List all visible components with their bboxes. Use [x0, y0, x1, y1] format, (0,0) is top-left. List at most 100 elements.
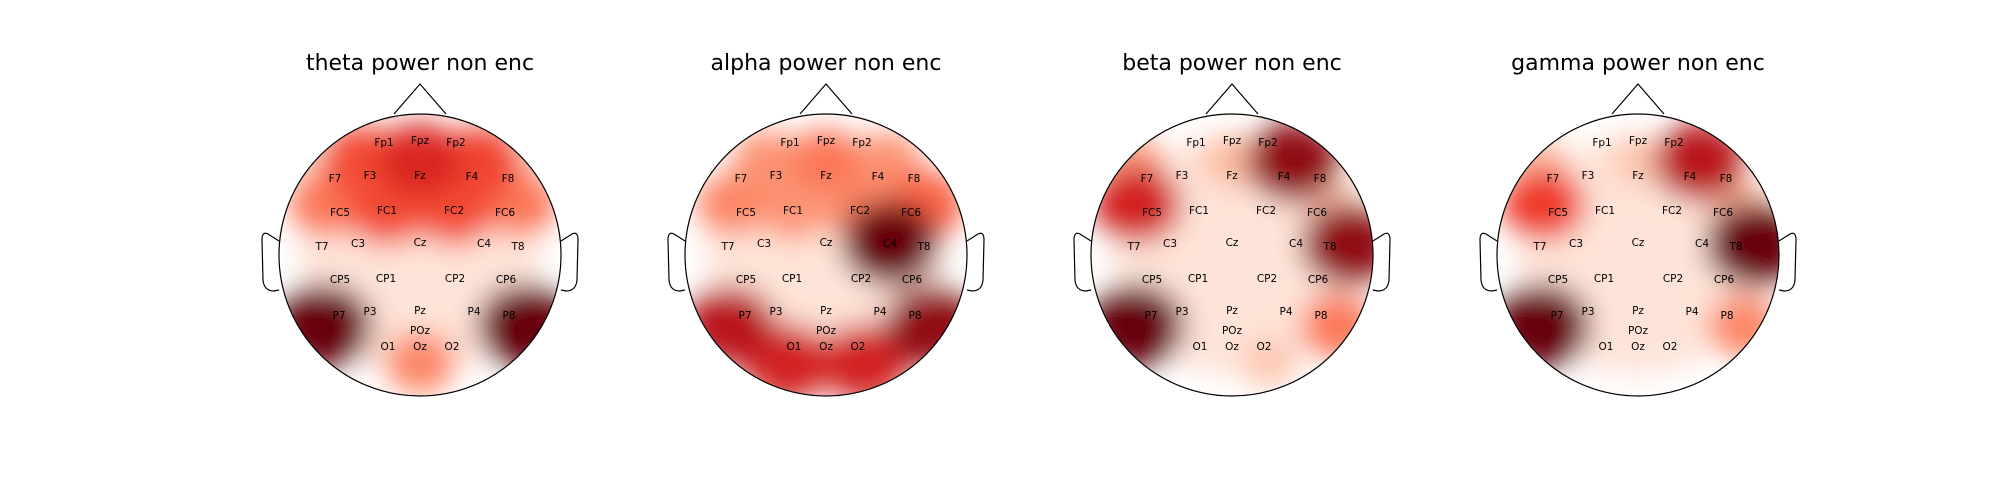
heatmap-field — [685, 114, 967, 396]
electrode-label-cp6: CP6 — [496, 274, 517, 286]
electrode-label-pz: Pz — [414, 305, 426, 317]
electrode-label-p4: P4 — [873, 306, 886, 318]
electrode-label-cp1: CP1 — [376, 273, 396, 285]
electrode-label-c3: C3 — [1569, 238, 1583, 250]
electrode-label-fc6: FC6 — [1307, 207, 1327, 219]
electrode-label-fpz: Fpz — [1629, 135, 1648, 147]
electrode-label-fp2: Fp2 — [446, 137, 465, 149]
electrode-label-t7: T7 — [1126, 241, 1140, 253]
electrode-label-f8: F8 — [908, 173, 921, 185]
electrode-label-fz: Fz — [414, 170, 426, 182]
electrode-label-o1: O1 — [381, 341, 396, 353]
electrode-label-cp2: CP2 — [1663, 273, 1683, 285]
electrode-label-cp5: CP5 — [736, 274, 756, 286]
electrode-label-cp2: CP2 — [1257, 273, 1277, 285]
electrode-label-o1: O1 — [1193, 341, 1208, 353]
electrode-label-fp1: Fp1 — [1592, 137, 1611, 149]
electrode-label-c4: C4 — [1289, 238, 1303, 250]
electrode-label-f3: F3 — [1176, 170, 1189, 182]
electrode-label-cp1: CP1 — [782, 273, 802, 285]
electrode-label-t8: T8 — [1728, 241, 1742, 253]
electrode-label-oz: Oz — [819, 341, 833, 353]
map-title: theta power non enc — [306, 51, 534, 76]
electrode-label-p8: P8 — [908, 310, 921, 322]
heat-blob-fz — [376, 122, 464, 199]
electrode-label-c3: C3 — [757, 238, 771, 250]
heat-blob-p8 — [477, 283, 561, 368]
head-outline — [261, 83, 579, 292]
electrode-label-fp1: Fp1 — [1186, 137, 1205, 149]
electrode-label-fc2: FC2 — [1662, 205, 1682, 217]
electrode-label-fz: Fz — [1226, 170, 1238, 182]
map-title: gamma power non enc — [1511, 51, 1765, 76]
electrode-label-fc6: FC6 — [901, 207, 921, 219]
electrode-label-f4: F4 — [1684, 171, 1697, 183]
electrode-label-c3: C3 — [1163, 238, 1177, 250]
electrode-label-p4: P4 — [1685, 306, 1698, 318]
electrode-label-cp6: CP6 — [902, 274, 923, 286]
electrode-label-fc1: FC1 — [783, 205, 803, 217]
electrode-label-f3: F3 — [364, 170, 377, 182]
electrode-label-f3: F3 — [1582, 170, 1595, 182]
electrode-label-fc2: FC2 — [850, 205, 870, 217]
electrode-label-t7: T7 — [720, 241, 734, 253]
heat-blob-f4 — [440, 125, 523, 198]
electrode-label-c3: C3 — [351, 238, 365, 250]
heat-blob-o2 — [1241, 336, 1299, 388]
electrode-label-t7: T7 — [314, 241, 328, 253]
electrode-label-p3: P3 — [1581, 306, 1594, 318]
electrode-label-p4: P4 — [467, 306, 480, 318]
heat-blob-fc1 — [759, 180, 827, 240]
electrode-label-cp6: CP6 — [1308, 274, 1329, 286]
electrode-label-f8: F8 — [1720, 173, 1733, 185]
electrode-label-f7: F7 — [329, 173, 342, 185]
electrode-label-poz: POz — [410, 325, 431, 337]
electrode-label-p7: P7 — [1144, 310, 1157, 322]
electrode-label-cz: Cz — [1226, 237, 1239, 249]
electrode-label-cp1: CP1 — [1188, 273, 1208, 285]
topomap-panel-beta: beta power non enc Fp1 Fpz Fp2 F7 F3 Fz F4 F8 FC… — [1073, 51, 1391, 397]
heat-blob-fc5 — [1502, 167, 1586, 241]
electrode-label-p8: P8 — [1314, 310, 1327, 322]
heat-blob-fz — [1609, 135, 1667, 187]
electrode-label-o2: O2 — [445, 341, 460, 353]
head-circle — [1090, 113, 1374, 397]
electrode-label-cp5: CP5 — [1548, 274, 1568, 286]
heatmap-field — [1497, 114, 1779, 396]
heat-blob-f4 — [853, 131, 922, 192]
electrode-label-t7: T7 — [1532, 241, 1546, 253]
electrode-label-fc5: FC5 — [330, 207, 350, 219]
electrode-label-o2: O2 — [1663, 341, 1678, 353]
heat-blob-f3 — [320, 125, 402, 196]
electrode-label-p3: P3 — [769, 306, 782, 318]
electrode-label-t8: T8 — [916, 241, 930, 253]
electrode-label-fp1: Fp1 — [374, 137, 393, 149]
heat-blob-f3 — [733, 130, 801, 191]
electrode-label-f4: F4 — [466, 171, 479, 183]
electrode-label-f7: F7 — [735, 173, 748, 185]
electrode-labels: Fp1 Fpz Fp2 F7 F3 Fz F4 F8 FC5 FC1 FC2 FC6 T7 C3 Cz C4 T… — [314, 135, 524, 353]
heat-blob-p7 — [279, 283, 373, 368]
electrode-label-fc1: FC1 — [1189, 205, 1209, 217]
heatmap-field — [1091, 114, 1373, 396]
electrode-label-cz: Cz — [820, 237, 833, 249]
electrode-label-cp1: CP1 — [1594, 273, 1614, 285]
electrode-label-p3: P3 — [363, 306, 376, 318]
heat-blob-fc5 — [1093, 165, 1182, 243]
electrode-labels: Fp1 Fpz Fp2 F7 F3 Fz F4 F8 FC5 FC1 FC2 FC6 T7 C3 Cz C4 T… — [1532, 135, 1742, 353]
electrode-label-f7: F7 — [1547, 173, 1560, 185]
map-title: alpha power non enc — [711, 51, 942, 76]
electrode-label-cz: Cz — [1632, 237, 1645, 249]
electrode-label-poz: POz — [816, 325, 837, 337]
electrode-label-c4: C4 — [1695, 238, 1709, 250]
electrode-label-pz: Pz — [820, 305, 832, 317]
electrode-label-f3: F3 — [770, 170, 783, 182]
electrode-label-cp6: CP6 — [1714, 274, 1735, 286]
electrode-label-f7: F7 — [1141, 173, 1154, 185]
heat-blob-f4 — [1246, 120, 1341, 203]
electrode-label-fc1: FC1 — [377, 205, 397, 217]
head-outline — [1073, 83, 1391, 292]
heat-blob-p8 — [884, 284, 967, 367]
